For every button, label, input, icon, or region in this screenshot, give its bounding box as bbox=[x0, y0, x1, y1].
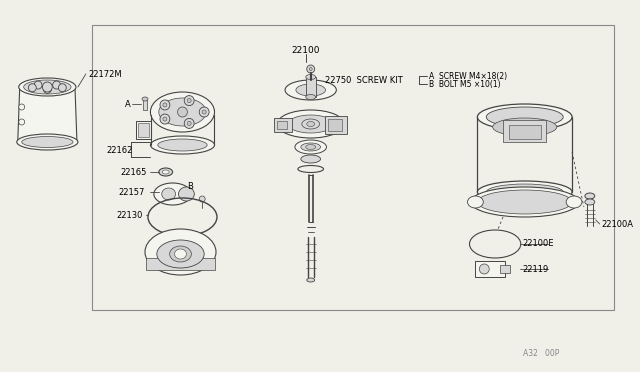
Ellipse shape bbox=[477, 181, 572, 203]
Ellipse shape bbox=[477, 104, 572, 130]
Bar bbox=[306, 77, 316, 97]
Circle shape bbox=[199, 196, 205, 202]
Circle shape bbox=[188, 99, 191, 103]
Circle shape bbox=[188, 121, 191, 125]
Circle shape bbox=[160, 100, 170, 110]
Bar bbox=[509, 125, 541, 139]
Circle shape bbox=[19, 104, 25, 110]
Ellipse shape bbox=[288, 115, 333, 133]
Ellipse shape bbox=[145, 229, 216, 275]
Ellipse shape bbox=[585, 199, 595, 205]
Circle shape bbox=[163, 117, 167, 121]
Circle shape bbox=[34, 81, 42, 89]
Text: 22119: 22119 bbox=[523, 264, 549, 273]
Text: B  BOLT M5 ×10(1): B BOLT M5 ×10(1) bbox=[429, 80, 500, 89]
Ellipse shape bbox=[302, 119, 319, 129]
Ellipse shape bbox=[306, 74, 316, 80]
Circle shape bbox=[202, 110, 206, 114]
Bar bbox=[476, 261, 505, 277]
Text: 22130: 22130 bbox=[116, 211, 143, 219]
Ellipse shape bbox=[493, 118, 557, 136]
Ellipse shape bbox=[307, 122, 315, 126]
Bar bbox=[274, 118, 292, 132]
Text: 22100E: 22100E bbox=[523, 240, 554, 248]
Circle shape bbox=[184, 96, 194, 106]
Text: A  SCREW M4×18(2): A SCREW M4×18(2) bbox=[429, 71, 507, 80]
Ellipse shape bbox=[486, 107, 563, 127]
Circle shape bbox=[52, 81, 61, 89]
Ellipse shape bbox=[17, 134, 78, 150]
Bar bbox=[326, 116, 347, 134]
Ellipse shape bbox=[159, 168, 173, 176]
Circle shape bbox=[163, 103, 167, 107]
Circle shape bbox=[184, 118, 194, 128]
Ellipse shape bbox=[150, 92, 214, 132]
Circle shape bbox=[19, 119, 25, 125]
Circle shape bbox=[309, 67, 312, 71]
Ellipse shape bbox=[22, 137, 73, 148]
Polygon shape bbox=[18, 87, 77, 142]
Text: 22162: 22162 bbox=[106, 145, 133, 154]
Ellipse shape bbox=[19, 78, 76, 96]
Ellipse shape bbox=[470, 187, 579, 217]
Ellipse shape bbox=[157, 240, 204, 268]
Circle shape bbox=[307, 65, 315, 73]
Circle shape bbox=[44, 86, 51, 93]
Ellipse shape bbox=[301, 143, 321, 151]
Ellipse shape bbox=[179, 187, 195, 201]
Ellipse shape bbox=[585, 193, 595, 199]
Text: 22165: 22165 bbox=[120, 167, 147, 176]
Circle shape bbox=[58, 84, 67, 92]
Circle shape bbox=[28, 84, 36, 92]
Text: 22157: 22157 bbox=[118, 187, 145, 196]
Circle shape bbox=[177, 107, 188, 117]
Circle shape bbox=[479, 264, 489, 274]
Ellipse shape bbox=[154, 183, 191, 205]
Text: 22100A: 22100A bbox=[602, 219, 634, 228]
Ellipse shape bbox=[142, 97, 148, 101]
Ellipse shape bbox=[477, 190, 572, 214]
Text: A: A bbox=[125, 99, 131, 109]
Circle shape bbox=[160, 114, 170, 124]
Ellipse shape bbox=[486, 184, 563, 200]
Text: 22100: 22100 bbox=[291, 45, 320, 55]
Bar bbox=[503, 120, 547, 142]
Ellipse shape bbox=[285, 80, 337, 100]
Text: 22750  SCREW KIT: 22750 SCREW KIT bbox=[326, 76, 403, 84]
Text: B: B bbox=[188, 182, 193, 190]
Bar bbox=[92, 25, 614, 310]
Ellipse shape bbox=[306, 94, 316, 99]
Ellipse shape bbox=[150, 136, 214, 154]
Circle shape bbox=[42, 82, 52, 92]
Ellipse shape bbox=[175, 249, 186, 259]
Ellipse shape bbox=[295, 140, 326, 154]
Bar bbox=[146, 258, 215, 270]
Ellipse shape bbox=[159, 98, 206, 126]
Ellipse shape bbox=[296, 84, 326, 96]
Ellipse shape bbox=[306, 144, 316, 150]
Bar bbox=[277, 121, 287, 129]
Ellipse shape bbox=[170, 246, 191, 262]
Bar bbox=[500, 265, 510, 273]
Ellipse shape bbox=[301, 155, 321, 163]
Bar bbox=[143, 100, 147, 110]
Bar bbox=[328, 119, 342, 131]
Ellipse shape bbox=[467, 196, 483, 208]
Text: 22172M: 22172M bbox=[89, 70, 122, 78]
Ellipse shape bbox=[277, 110, 344, 138]
Ellipse shape bbox=[163, 170, 169, 174]
Text: A32   00P: A32 00P bbox=[523, 350, 559, 359]
Bar bbox=[138, 123, 149, 137]
Ellipse shape bbox=[566, 196, 582, 208]
Ellipse shape bbox=[307, 278, 315, 282]
Ellipse shape bbox=[158, 139, 207, 151]
Ellipse shape bbox=[162, 188, 175, 200]
Ellipse shape bbox=[24, 80, 71, 94]
Circle shape bbox=[199, 107, 209, 117]
Bar bbox=[136, 121, 151, 139]
